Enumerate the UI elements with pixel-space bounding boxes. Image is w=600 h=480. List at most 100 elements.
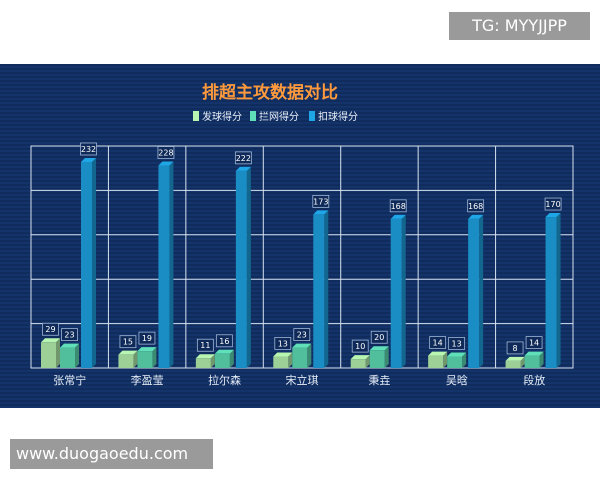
- data-label-box: [370, 330, 388, 344]
- bar: [195, 358, 211, 368]
- data-label: 13: [452, 339, 462, 348]
- bar: [545, 217, 557, 368]
- chart-legend: 发球得分 拦网得分 扣球得分: [193, 110, 358, 123]
- legend-label: 发球得分: [202, 110, 242, 123]
- bar-side: [443, 351, 448, 368]
- bar: [273, 356, 289, 368]
- x-tick-label: 拉尔森: [208, 373, 241, 387]
- bar-side: [152, 347, 157, 368]
- data-label: 10: [355, 342, 365, 351]
- bar-top: [369, 346, 389, 351]
- bar-top: [428, 351, 448, 356]
- bar-side: [365, 355, 370, 368]
- data-label-box: [312, 194, 330, 208]
- bar-side: [92, 157, 96, 368]
- bar-side: [324, 210, 329, 368]
- bar-side: [401, 214, 406, 368]
- data-label-box: [544, 197, 562, 211]
- bar: [60, 347, 75, 368]
- data-label-box: [525, 336, 543, 349]
- bar-top: [545, 213, 561, 218]
- bar-side: [288, 352, 293, 368]
- bar: [118, 354, 134, 368]
- data-label: 14: [433, 339, 443, 348]
- data-label-box: [389, 199, 407, 213]
- data-label: 23: [297, 331, 307, 340]
- bar: [505, 360, 521, 368]
- bar: [292, 347, 308, 368]
- data-label: 173: [313, 197, 328, 206]
- data-label-box: [80, 142, 97, 156]
- bar: [524, 355, 540, 368]
- data-label: 11: [200, 341, 210, 350]
- legend-swatch: [309, 111, 315, 121]
- bar-top: [81, 157, 96, 162]
- bar-top: [447, 352, 467, 357]
- bar-top: [313, 210, 329, 215]
- bar-top: [41, 338, 60, 343]
- data-label: 168: [468, 202, 483, 211]
- legend-swatch: [250, 111, 256, 121]
- bar-side: [246, 166, 251, 368]
- data-label-box: [42, 322, 59, 336]
- x-tick-label: 段放: [523, 373, 545, 387]
- bar: [158, 165, 170, 368]
- data-label: 14: [529, 339, 539, 348]
- data-label: 228: [158, 149, 173, 158]
- data-label: 8: [513, 344, 518, 353]
- chart-bars: [41, 157, 561, 368]
- data-label-box: [234, 151, 252, 165]
- x-tick-label: 李盈莹: [131, 373, 164, 387]
- data-label: 23: [64, 331, 74, 340]
- data-label-box: [274, 337, 292, 350]
- chart-grid: [30, 145, 574, 369]
- data-label-box: [506, 341, 524, 355]
- x-tick-label: 秉垚: [368, 373, 390, 387]
- bar: [81, 161, 92, 368]
- bar-chart: 排超主攻数据对比 发球得分 拦网得分 扣球得分 29 23 232 15 19 228 11 16…: [30, 82, 574, 387]
- bar: [137, 351, 153, 368]
- bar-top: [214, 349, 234, 354]
- bar-side: [169, 161, 174, 368]
- bar-top: [350, 355, 370, 360]
- bar-top: [137, 347, 157, 352]
- chart-title: 排超主攻数据对比: [202, 82, 338, 103]
- bar-side: [307, 343, 312, 368]
- data-label-box: [448, 337, 466, 350]
- bar-top: [158, 161, 174, 166]
- bar-side: [556, 213, 561, 368]
- bar-side: [133, 350, 138, 368]
- bar-top: [468, 214, 484, 219]
- x-tick-label: 宋立琪: [286, 373, 319, 387]
- bar: [235, 170, 247, 368]
- x-tick-label: 张常宁: [53, 373, 86, 387]
- data-label-box: [467, 199, 485, 213]
- bar-side: [75, 343, 79, 368]
- watermark-bottom: www.duogaoedu.com: [10, 439, 213, 469]
- data-label: 13: [278, 339, 288, 348]
- bar-side: [210, 354, 215, 368]
- data-label-box: [138, 331, 156, 345]
- bar: [41, 342, 56, 368]
- data-label-box: [196, 338, 214, 352]
- bar-top: [505, 356, 525, 361]
- bar-top: [524, 351, 544, 356]
- data-label: 222: [236, 154, 251, 163]
- bar: [350, 359, 366, 368]
- watermark-top: TG: MYYJJPP: [449, 12, 590, 40]
- data-label-box: [157, 146, 175, 159]
- data-label: 170: [545, 200, 560, 209]
- legend-swatch: [193, 111, 199, 121]
- bar: [369, 350, 385, 368]
- bar-top: [273, 352, 293, 357]
- data-label: 168: [391, 202, 406, 211]
- bar-side: [479, 214, 484, 368]
- data-label-box: [351, 339, 369, 353]
- legend-label: 扣球得分: [318, 110, 358, 123]
- bar-side: [539, 351, 544, 368]
- bar: [214, 353, 230, 368]
- bar-top: [235, 166, 251, 171]
- bar: [447, 356, 463, 368]
- bar-top: [60, 343, 79, 348]
- bar-side: [229, 349, 234, 368]
